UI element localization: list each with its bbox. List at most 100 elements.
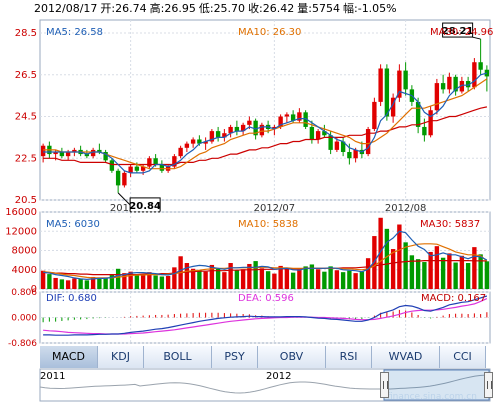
navigator-frame — [39, 368, 491, 402]
candle-body — [72, 149, 77, 152]
volume-bar — [122, 273, 127, 289]
candle-body — [478, 62, 483, 70]
candle-body — [397, 70, 402, 98]
high-label: 高: — [149, 2, 165, 15]
candle-body — [234, 126, 240, 132]
volume-bar — [334, 270, 340, 289]
volume-bar — [322, 271, 327, 289]
price-ma30-line — [43, 106, 488, 166]
candle-body — [465, 81, 471, 88]
volume-bar — [240, 269, 246, 289]
volume-bar — [378, 217, 383, 289]
volume-bar — [215, 268, 221, 289]
tab-obv[interactable]: OBV — [258, 346, 326, 368]
volume-bar — [309, 264, 315, 289]
volume-bar — [53, 277, 58, 289]
macd-dif-line — [43, 295, 488, 336]
candle-body — [284, 114, 290, 117]
x-tick-label: 2012/08 — [385, 203, 427, 214]
navigator-selection — [383, 369, 490, 401]
volume-tick-label: 0 — [31, 284, 37, 295]
volume-bar — [484, 261, 490, 289]
candle-body — [334, 141, 340, 150]
candle-body — [115, 170, 121, 186]
candle-body — [140, 166, 146, 171]
volume-bar — [390, 249, 396, 289]
candle-body — [172, 156, 177, 167]
navigator-left-handle[interactable] — [380, 372, 389, 398]
volume-bar — [172, 267, 177, 289]
candle-body — [447, 76, 452, 90]
candle-body — [109, 160, 115, 171]
candle-body — [434, 83, 440, 111]
volume-bar — [303, 266, 308, 289]
high-price-callout-text: 28.21 — [442, 26, 474, 37]
volume-ma10-label: MA10: 5838 — [238, 219, 299, 230]
volume-bar — [209, 264, 215, 289]
candle-body — [315, 131, 321, 140]
candle-body — [184, 143, 190, 148]
tab-cci[interactable]: CCI — [440, 346, 486, 368]
close-label: 收: — [248, 2, 263, 15]
volume-bar — [153, 275, 158, 289]
volume-tick-label: 12000 — [5, 226, 37, 237]
candle-body — [122, 172, 127, 186]
volume-bar — [59, 279, 65, 289]
volume-bar — [147, 272, 152, 289]
volume-ma30-label: MA30: 5837 — [420, 219, 481, 230]
volume-bar — [265, 271, 271, 289]
candle-body — [209, 131, 215, 142]
volume-bar — [328, 266, 333, 289]
volume-label: 量: — [297, 2, 312, 15]
volume-bar — [422, 262, 427, 289]
volume-bar — [259, 268, 265, 289]
candle-body — [353, 149, 358, 159]
volume-bar — [278, 265, 283, 289]
price-tick-label: 20.5 — [15, 195, 37, 206]
volume-bar — [272, 273, 277, 289]
candle-body — [459, 81, 465, 92]
high-value: 26.95 — [164, 2, 196, 15]
price-tick-label: 24.5 — [15, 112, 37, 123]
volume-bar — [134, 275, 140, 289]
candle-body — [90, 149, 96, 157]
candle-body — [290, 114, 296, 121]
tab-macd[interactable]: MACD — [40, 346, 98, 368]
volume-bar — [297, 269, 302, 289]
volume-ma5-label: MA5: 6030 — [46, 219, 100, 230]
volume-bar — [65, 280, 71, 289]
tab-psy[interactable]: PSY — [212, 346, 258, 368]
candle-body — [103, 151, 108, 161]
volume-bar — [365, 258, 371, 289]
volume-bar — [447, 253, 452, 289]
candle-body — [472, 62, 477, 88]
candle-body — [422, 126, 427, 136]
volume-bar — [84, 280, 90, 289]
candle-body — [303, 112, 308, 127]
volume-bar — [340, 272, 346, 289]
candle-body — [340, 141, 346, 152]
low-value: 25.70 — [213, 2, 246, 15]
macd-value-label: MACD: 0.167 — [421, 293, 487, 304]
volume-bar — [465, 263, 471, 289]
navigator-right-handle[interactable] — [484, 372, 493, 398]
tab-rsi[interactable]: RSI — [326, 346, 372, 368]
volume-bar — [90, 276, 96, 289]
volume-bar — [234, 269, 240, 289]
volume-bar — [97, 278, 102, 289]
volume-bar — [247, 263, 252, 289]
volume-bar — [403, 242, 408, 289]
candle-body — [259, 124, 265, 136]
macd-tick-label: 0.806 — [11, 288, 37, 298]
candle-body — [215, 131, 221, 138]
tab-kdj[interactable]: KDJ — [98, 346, 144, 368]
candle-body — [297, 112, 302, 121]
volume-bar — [428, 251, 433, 289]
tab-boll[interactable]: BOLL — [144, 346, 212, 368]
tab-wvad[interactable]: WVAD — [372, 346, 440, 368]
price-tick-label: 22.5 — [15, 153, 37, 164]
volume-bar — [190, 268, 196, 289]
candle-body — [415, 101, 421, 127]
volume-ma5-line — [43, 230, 488, 281]
